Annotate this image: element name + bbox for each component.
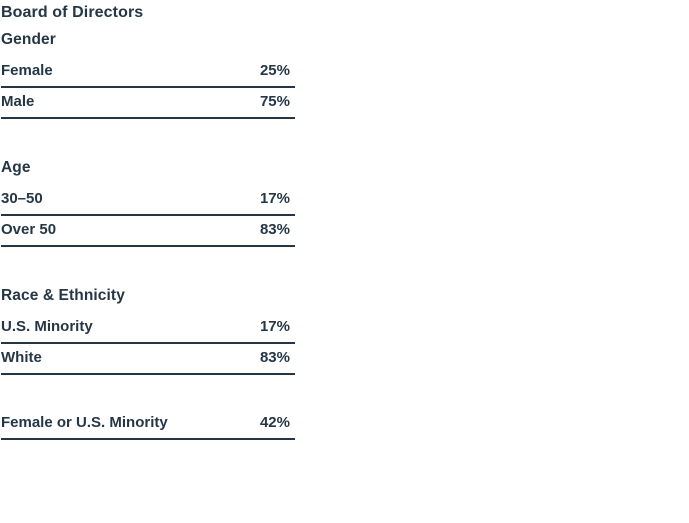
row-value-white: 83% [259, 349, 290, 366]
section-race-ethnicity: Race & Ethnicity U.S. Minority 17% White… [1, 288, 295, 375]
row-label-female-or-us-minority: Female or U.S. Minority [1, 414, 168, 431]
page-title: Board of Directors [1, 4, 144, 21]
row-value-us-minority: 17% [259, 318, 290, 335]
table-row-female: Female 25% [1, 63, 295, 88]
table-row-male: Male 75% [1, 94, 295, 119]
row-value-female-or-us-minority: 42% [259, 414, 290, 431]
table-row-female-or-us-minority: Female or U.S. Minority 42% [1, 415, 295, 440]
row-value-30-50: 17% [259, 190, 290, 207]
table-row-30-50: 30–50 17% [1, 191, 295, 216]
race-ethnicity-rows: U.S. Minority 17% White 83% [1, 319, 295, 375]
section-age: Age 30–50 17% Over 50 83% [1, 160, 295, 247]
row-value-female: 25% [259, 62, 290, 79]
table-row-white: White 83% [1, 350, 295, 375]
table-row-over-50: Over 50 83% [1, 222, 295, 247]
board-of-directors-table: Board of Directors Gender Female 25% Mal… [1, 0, 295, 440]
age-rows: 30–50 17% Over 50 83% [1, 191, 295, 247]
table-row-us-minority: U.S. Minority 17% [1, 319, 295, 344]
row-value-male: 75% [259, 93, 290, 110]
combined-rows: Female or U.S. Minority 42% [1, 415, 295, 440]
row-label-over-50: Over 50 [1, 221, 57, 238]
gender-rows: Female 25% Male 75% [1, 63, 295, 119]
row-value-over-50: 83% [259, 221, 290, 238]
section-gender: Gender Female 25% Male 75% [1, 32, 295, 119]
row-label-female: Female [1, 62, 53, 79]
section-heading-gender: Gender [1, 31, 56, 48]
section-heading-race-ethnicity: Race & Ethnicity [1, 287, 125, 304]
row-label-white: White [1, 349, 42, 366]
row-label-30-50: 30–50 [1, 190, 43, 207]
section-combined: Female or U.S. Minority 42% [1, 415, 295, 440]
row-label-male: Male [1, 93, 35, 110]
row-label-us-minority: U.S. Minority [1, 318, 93, 335]
section-heading-age: Age [1, 159, 31, 176]
